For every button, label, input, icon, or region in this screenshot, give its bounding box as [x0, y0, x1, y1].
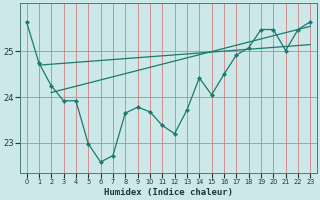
X-axis label: Humidex (Indice chaleur): Humidex (Indice chaleur): [104, 188, 233, 197]
